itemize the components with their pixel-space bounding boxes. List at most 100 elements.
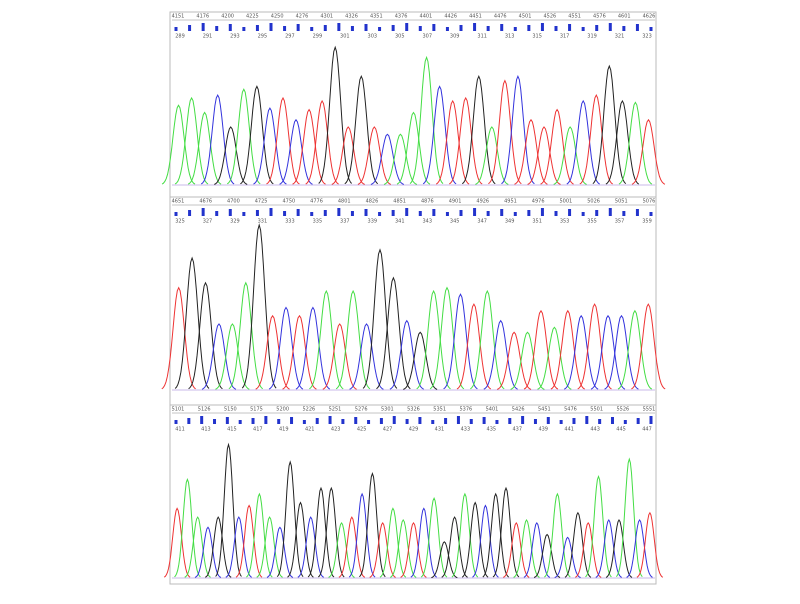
quality-bar [456, 416, 460, 424]
quality-bar [174, 27, 178, 31]
ruler-position: 5051 [615, 199, 628, 205]
ruler-position: 5476 [564, 407, 577, 413]
quality-bar [649, 416, 653, 424]
trace-peak [537, 326, 572, 390]
ruler-position: 4951 [504, 199, 517, 205]
trace-peak [322, 323, 357, 390]
ruler-position: 4576 [593, 14, 606, 20]
trace-peak [540, 108, 574, 185]
ruler-position: 4926 [476, 199, 489, 205]
trace-peak [564, 314, 599, 390]
trace-peak [348, 492, 376, 578]
trace-peak [225, 516, 252, 578]
quality-bar [378, 212, 382, 216]
trace-peak [266, 526, 294, 578]
trace-peak [359, 472, 386, 578]
trace-peak [389, 319, 424, 390]
ruler-position: 5301 [381, 407, 394, 413]
quality-bar [608, 23, 612, 31]
trace-panel: 5101 5126 5150 5175 5200 5226 5251 5276 5301 5326… [163, 404, 664, 579]
trace-peak [187, 111, 222, 185]
quality-bar [473, 23, 477, 31]
quality-bar [201, 23, 205, 31]
trace-peak [492, 486, 520, 578]
quality-bar [635, 209, 639, 216]
ruler-position: 4976 [532, 199, 545, 205]
trace-peak [461, 74, 496, 185]
quality-bar [635, 24, 639, 31]
trace-peak [470, 289, 505, 390]
base-position: 313 [505, 34, 515, 40]
quality-bar [527, 25, 531, 31]
trace-panel: 4151 4176 4200 4225 4250 4276 4301 4326 4351 4376… [161, 11, 666, 186]
trace-peak [553, 126, 587, 185]
trace-peak [161, 104, 196, 185]
quality-bar [350, 26, 354, 31]
ruler-position: 4851 [393, 199, 406, 205]
ruler-position: 5200 [276, 407, 289, 413]
trace-peak [240, 85, 274, 185]
base-position: 307 [422, 34, 432, 40]
trace-peak [523, 521, 551, 578]
quality-bar [482, 417, 486, 424]
ruler-position: 4551 [568, 14, 581, 20]
quality-bar [445, 27, 449, 31]
trace-peak [309, 289, 344, 390]
trace-peak [349, 323, 384, 390]
base-position: 293 [230, 34, 240, 40]
quality-bar [255, 210, 259, 216]
quality-bar [323, 210, 327, 216]
base-position: 291 [203, 34, 213, 40]
ruler-position: 5526 [616, 407, 629, 413]
trace-peak [429, 286, 465, 390]
trace-peak [604, 314, 639, 390]
trace-peak [226, 88, 261, 185]
quality-bar [354, 417, 358, 424]
quality-bar [585, 416, 589, 424]
quality-bar [341, 419, 345, 424]
quality-bar [379, 418, 383, 424]
quality-bar [228, 209, 232, 216]
trace-peak [595, 519, 622, 578]
ruler-position: 4501 [519, 14, 532, 20]
ruler-position: 4151 [172, 14, 185, 20]
trace-peak [564, 511, 592, 578]
trace-peak [344, 75, 379, 185]
trace-peak [279, 118, 313, 185]
quality-bar [418, 417, 422, 424]
ruler-position: 5351 [433, 407, 446, 413]
trace-peak [590, 314, 626, 390]
base-position: 351 [532, 219, 542, 225]
quality-bar [622, 26, 626, 31]
base-position: 435 [487, 427, 497, 433]
trace-peak [255, 314, 290, 390]
trace-peak [420, 497, 448, 578]
quality-bar [546, 417, 550, 424]
trace-peak [483, 319, 518, 390]
trace-peak [174, 477, 201, 578]
trace-peak [575, 521, 602, 578]
trace-peak [379, 507, 407, 578]
trace-peak [318, 45, 352, 184]
trace-peak [205, 516, 232, 578]
trace-peak [295, 306, 331, 390]
quality-bar [572, 418, 576, 424]
quality-bar [431, 420, 435, 424]
ruler-position: 4750 [282, 199, 295, 205]
trace-peak [554, 536, 581, 578]
trace-peak [501, 74, 535, 185]
ruler-position: 4401 [420, 14, 433, 20]
trace-peak [451, 492, 479, 578]
quality-bar [418, 211, 422, 216]
quality-bar [174, 420, 178, 424]
quality-bar [432, 24, 436, 31]
trace-peak [448, 96, 483, 185]
trace-peak [631, 118, 666, 185]
trace-peak [383, 133, 418, 185]
base-position: 295 [258, 34, 268, 40]
base-position: 429 [409, 427, 419, 433]
trace-peak [618, 101, 653, 185]
ruler-position: 5150 [224, 407, 237, 413]
quality-bar [649, 27, 653, 31]
trace-peak [585, 475, 612, 578]
